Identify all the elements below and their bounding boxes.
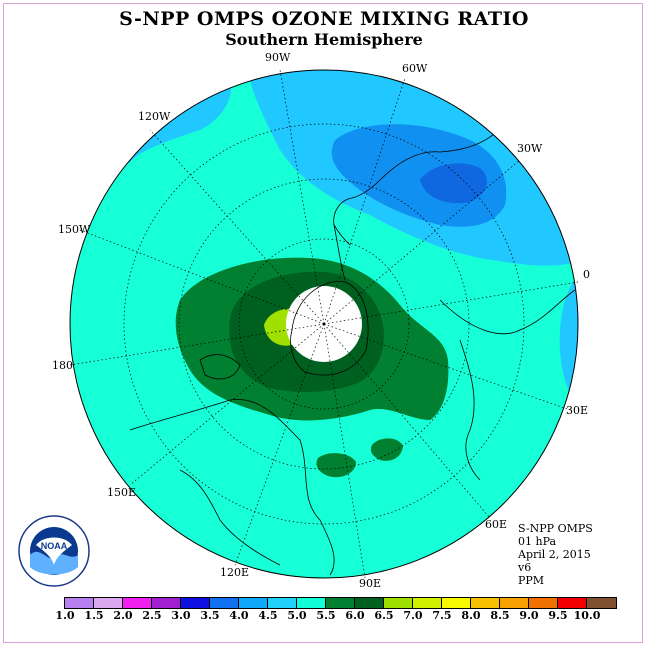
colorbar-swatch bbox=[500, 598, 529, 608]
colorbar-tick-label: 4.5 bbox=[258, 609, 278, 622]
lon-label-90w: 90W bbox=[265, 51, 291, 64]
info-date: April 2, 2015 bbox=[518, 548, 591, 561]
figure-title: S-NPP OMPS OZONE MIXING RATIO bbox=[119, 8, 529, 30]
colorbar-swatch bbox=[65, 598, 94, 608]
colorbar-tick-label: 1.0 bbox=[55, 609, 75, 622]
colorbar-swatch bbox=[558, 598, 587, 608]
lon-label-0: 0 bbox=[583, 268, 590, 281]
colorbar bbox=[64, 597, 617, 609]
colorbar-swatch bbox=[94, 598, 123, 608]
colorbar-tick-label: 2.5 bbox=[142, 609, 162, 622]
colorbar-swatch bbox=[123, 598, 152, 608]
colorbar-tick-label: 1.5 bbox=[84, 609, 104, 622]
pole-marker bbox=[322, 322, 326, 326]
lon-label-180: 180 bbox=[52, 359, 73, 372]
colorbar-swatch bbox=[181, 598, 210, 608]
colorbar-swatch bbox=[413, 598, 442, 608]
colorbar-tick-label: 6.0 bbox=[345, 609, 365, 622]
figure-subtitle: Southern Hemisphere bbox=[225, 30, 423, 49]
lon-label-60w: 60W bbox=[402, 62, 428, 75]
graticule bbox=[69, 69, 579, 579]
colorbar-tick-label: 5.0 bbox=[287, 609, 307, 622]
lon-label-90e: 90E bbox=[359, 577, 382, 590]
colorbar-tick-label: 5.5 bbox=[316, 609, 336, 622]
colorbar-tick-label: 10.0 bbox=[573, 609, 601, 622]
colorbar-swatch bbox=[297, 598, 326, 608]
lon-label-60e: 60E bbox=[485, 518, 508, 531]
colorbar-swatch bbox=[326, 598, 355, 608]
colorbar-tick-label: 4.0 bbox=[229, 609, 249, 622]
lon-label-120w: 120W bbox=[138, 110, 171, 123]
colorbar-tick-label: 8.0 bbox=[461, 609, 481, 622]
colorbar-tick-label: 9.0 bbox=[519, 609, 539, 622]
colorbar-swatch bbox=[587, 598, 616, 608]
colorbar-ticks: 1.0 1.5 2.0 2.5 3.0 3.5 4.0 4.5 5.0 5.5 6.0 6.5 7.0 7… bbox=[0, 609, 648, 623]
colorbar-tick-label: 2.0 bbox=[113, 609, 133, 622]
logo-text: NOAA bbox=[41, 541, 68, 551]
colorbar-swatch bbox=[268, 598, 297, 608]
info-level: 01 hPa bbox=[518, 535, 557, 548]
colorbar-swatch bbox=[384, 598, 413, 608]
colorbar-swatch bbox=[152, 598, 181, 608]
info-units: PPM bbox=[518, 574, 545, 587]
colorbar-tick-label: 9.5 bbox=[548, 609, 568, 622]
info-instrument: S-NPP OMPS bbox=[518, 522, 593, 535]
map-boundary bbox=[69, 69, 579, 579]
colorbar-swatch bbox=[471, 598, 500, 608]
noaa-logo-icon: NOAA bbox=[18, 515, 90, 587]
info-version: v6 bbox=[518, 561, 532, 574]
colorbar-tick-label: 7.5 bbox=[432, 609, 452, 622]
colorbar-swatch bbox=[355, 598, 384, 608]
colorbar-tick-label: 7.0 bbox=[403, 609, 423, 622]
lon-label-150e: 150E bbox=[107, 486, 137, 499]
ozone-band-3.0 bbox=[420, 163, 487, 204]
figure-frame bbox=[3, 3, 643, 643]
colorbar-tick-label: 3.0 bbox=[171, 609, 191, 622]
lon-label-30e: 30E bbox=[566, 404, 589, 417]
colorbar-tick-label: 8.5 bbox=[490, 609, 510, 622]
colorbar-swatch bbox=[210, 598, 239, 608]
colorbar-swatch bbox=[239, 598, 268, 608]
coastlines bbox=[129, 119, 576, 576]
colorbar-swatch bbox=[529, 598, 558, 608]
colorbar-tick-label: 3.5 bbox=[200, 609, 220, 622]
lon-label-150w: 150W bbox=[58, 223, 91, 236]
ozone-band-5.5-small2 bbox=[370, 438, 403, 461]
colorbar-tick-label: 6.5 bbox=[374, 609, 394, 622]
colorbar-swatch bbox=[442, 598, 471, 608]
info-block: S-NPP OMPS 01 hPa April 2, 2015 v6 PPM bbox=[518, 522, 593, 587]
lon-label-120e: 120E bbox=[220, 566, 250, 579]
lon-label-30w: 30W bbox=[517, 142, 543, 155]
